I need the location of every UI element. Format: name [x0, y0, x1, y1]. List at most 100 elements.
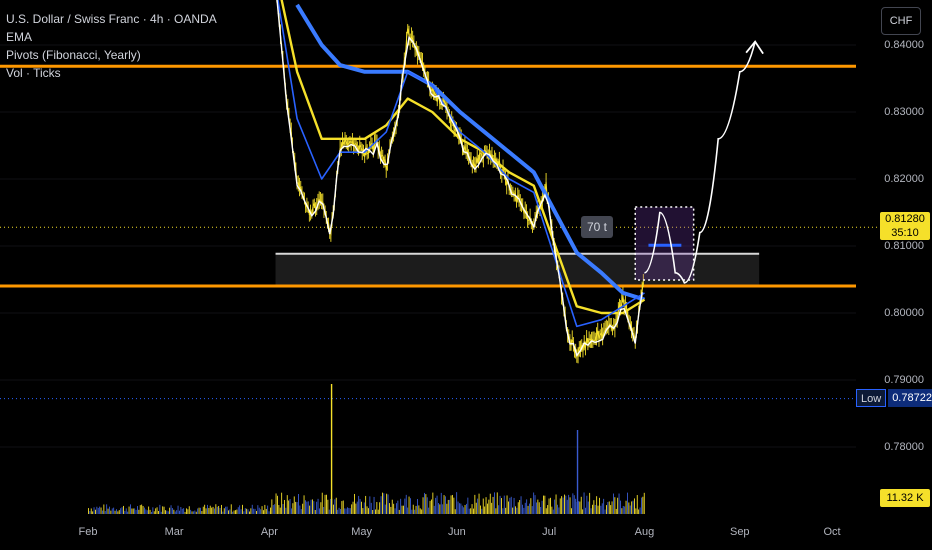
volume-bar [246, 508, 248, 514]
volume-bar [166, 510, 168, 514]
volume-bar [191, 511, 193, 514]
volume-bar [408, 496, 410, 514]
volume-bar [253, 508, 255, 514]
legend-pivots[interactable]: Pivots (Fibonacci, Yearly) [6, 48, 141, 62]
volume-bar [396, 503, 397, 514]
currency-button[interactable]: CHF [881, 7, 921, 35]
volume-bar [106, 504, 108, 514]
volume-bar [244, 508, 246, 514]
volume-bar [104, 511, 106, 514]
volume-bar [195, 511, 197, 514]
volume-bar [348, 507, 350, 514]
legend-ema[interactable]: EMA [6, 30, 33, 44]
volume-bar [335, 497, 337, 514]
volume-bar [284, 499, 285, 514]
volume-bar [326, 494, 327, 514]
volume-bar [498, 505, 500, 514]
volume-annotation: 70 t [581, 216, 614, 238]
volume-bar [617, 497, 619, 514]
volume-bar [565, 495, 567, 514]
volume-bar [614, 497, 616, 514]
volume-bar [569, 497, 571, 514]
volume-bar [264, 504, 266, 514]
volume-bar [624, 506, 626, 514]
volume-bar [324, 494, 326, 514]
volume-bar [153, 511, 155, 514]
volume-bar [487, 503, 488, 514]
volume-bar [187, 509, 189, 514]
volume-bar [522, 504, 523, 514]
volume-bar [426, 497, 428, 514]
volume-bar [610, 505, 612, 514]
volume-bar [299, 505, 301, 514]
volume-bar [488, 499, 490, 514]
volume-bar [216, 506, 218, 514]
volume-bar [543, 495, 544, 514]
volume-bar [523, 507, 525, 514]
volume-bar [516, 507, 518, 514]
volume-bar [148, 506, 150, 514]
volume-bar [412, 504, 414, 514]
volume-bar [566, 499, 568, 514]
volume-bar [214, 508, 215, 514]
volume-bar [352, 501, 354, 514]
volume-bar [489, 493, 491, 514]
volume-bar [508, 501, 509, 514]
volume-bar [160, 511, 162, 514]
volume-bar [628, 502, 630, 514]
volume-bar [170, 505, 172, 514]
volume-bar [139, 505, 141, 514]
volume-bar [547, 505, 549, 514]
volume-bar [156, 507, 158, 514]
ema-slow-line [295, 3, 646, 302]
ema-series [276, 0, 646, 357]
time-axis[interactable]: Feb Mar Apr May Jun Jul Aug Sep Oct [0, 518, 856, 550]
volume-bar [407, 507, 409, 514]
volume-bar [411, 509, 413, 514]
volume-bar [440, 492, 442, 514]
volume-bar [501, 498, 502, 514]
volume-bar [436, 495, 438, 514]
volume-bar [475, 502, 477, 514]
legend-volume[interactable]: Vol · Ticks [6, 66, 61, 80]
volume-bar [344, 508, 346, 514]
volume-bar [585, 507, 586, 514]
volume-bar [491, 502, 493, 514]
volume-bar [561, 496, 563, 514]
volume-bar [421, 509, 423, 514]
legend-symbol[interactable]: U.S. Dollar / Swiss Franc · 4h · OANDA [6, 12, 217, 26]
volume-bar [380, 496, 382, 514]
volume-bar [103, 504, 105, 514]
volume-bar [298, 494, 299, 514]
volume-bar [429, 500, 431, 514]
volume-bar [492, 496, 494, 514]
volume-bar [447, 499, 449, 514]
volume-bar [589, 492, 591, 514]
volume-bar [390, 506, 392, 514]
volume-bar [177, 505, 179, 514]
volume-bar [320, 502, 322, 514]
x-tick-label: Oct [823, 526, 841, 538]
x-tick-label: Jun [448, 526, 466, 538]
volume-bar [131, 508, 133, 514]
volume-bar [151, 511, 152, 514]
volume-bar [272, 505, 274, 514]
price-axis[interactable]: 0.84000 0.83000 0.82000 0.81000 0.80000 0.790… [856, 0, 932, 518]
volume-bar [223, 508, 225, 514]
volume-bar [480, 505, 481, 514]
ema-mid-line [277, 0, 645, 328]
volume-bar [419, 508, 421, 514]
volume-bar [146, 510, 148, 514]
volume-bar [562, 497, 564, 514]
volume-bar [155, 508, 157, 514]
volume-bar [130, 504, 131, 514]
volume-bar [291, 508, 292, 514]
volume-bar [443, 495, 445, 514]
volume-bar [176, 510, 178, 514]
volume-bar [594, 504, 596, 514]
volume-bars [88, 384, 645, 514]
volume-bar [631, 501, 633, 514]
volume-bar [205, 508, 207, 514]
volume-bar [509, 497, 511, 514]
